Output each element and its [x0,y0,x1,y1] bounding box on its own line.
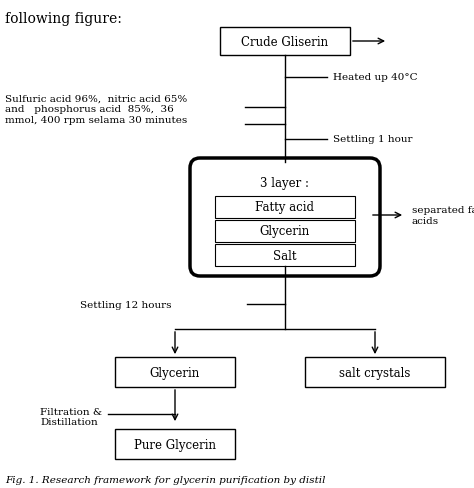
Bar [215,221,355,243]
Text: Fig. 1. Research framework for glycerin purification by distil: Fig. 1. Research framework for glycerin … [5,475,326,484]
Text: Crude Gliserin: Crude Gliserin [241,36,328,48]
Text: Glycerin: Glycerin [260,225,310,238]
Text: separated fatty
acids: separated fatty acids [412,206,474,225]
Text: Settling 12 hours: Settling 12 hours [80,300,172,309]
Text: Heated up 40°C: Heated up 40°C [333,73,418,82]
Text: salt crystals: salt crystals [339,366,410,379]
Text: Salt: Salt [273,249,297,262]
Bar [215,197,355,219]
Text: Filtration &
Distillation: Filtration & Distillation [40,407,102,427]
Text: following figure:: following figure: [5,12,122,26]
Text: Pure Glycerin: Pure Glycerin [134,438,216,450]
Bar [115,429,235,459]
FancyBboxPatch shape [190,159,380,276]
Text: Glycerin: Glycerin [150,366,200,379]
Text: 3 layer :: 3 layer : [261,176,310,189]
Bar [220,28,350,56]
Text: Sulfuric acid 96%,  nitric acid 65%
and   phosphorus acid  85%,  36
mmol, 400 rp: Sulfuric acid 96%, nitric acid 65% and p… [5,95,187,124]
Bar [215,244,355,266]
Text: Fatty acid: Fatty acid [255,201,315,214]
Bar [115,357,235,387]
Text: Settling 1 hour: Settling 1 hour [333,135,412,144]
Bar [305,357,445,387]
